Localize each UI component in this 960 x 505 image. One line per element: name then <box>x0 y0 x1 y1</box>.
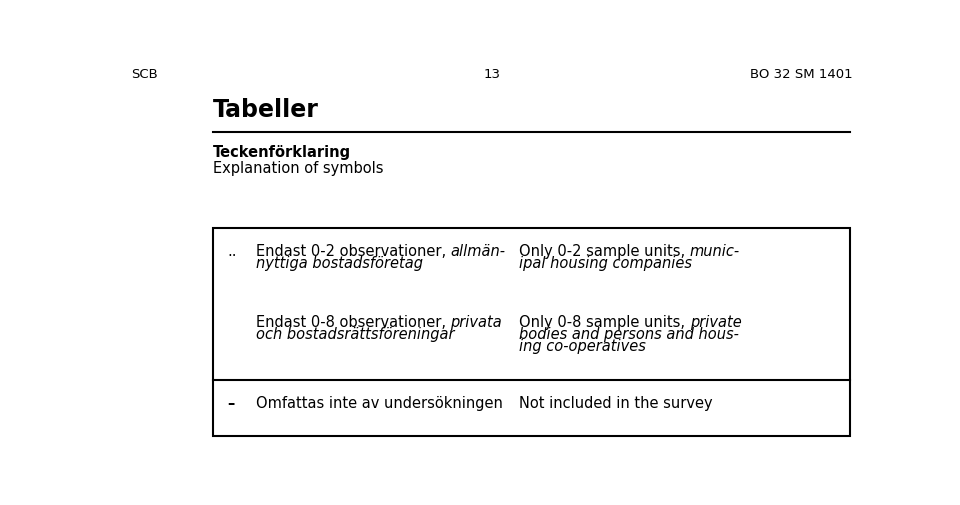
Text: Tabeller: Tabeller <box>213 97 319 122</box>
Text: Explanation of symbols: Explanation of symbols <box>213 161 383 176</box>
Text: allmän-: allmän- <box>450 244 505 259</box>
Text: Only 0-2 sample units,: Only 0-2 sample units, <box>519 244 690 259</box>
Text: ing co-operatives: ing co-operatives <box>519 339 646 355</box>
Text: Omfattas inte av undersökningen: Omfattas inte av undersökningen <box>255 395 502 411</box>
Text: private: private <box>689 315 741 330</box>
Text: Teckenförklaring: Teckenförklaring <box>213 145 351 160</box>
Text: BO 32 SM 1401: BO 32 SM 1401 <box>750 68 852 81</box>
Bar <box>213 228 850 436</box>
Text: ipal housing companies: ipal housing companies <box>519 256 692 271</box>
Text: ..: .. <box>227 244 236 259</box>
Text: –: – <box>227 395 234 411</box>
Text: 13: 13 <box>484 68 500 81</box>
Text: Endast 0-8 observationer,: Endast 0-8 observationer, <box>255 315 450 330</box>
Text: bodies and persons and hous-: bodies and persons and hous- <box>519 327 739 342</box>
Text: nyttiga bostadsföretag: nyttiga bostadsföretag <box>255 256 422 271</box>
Text: SCB: SCB <box>132 68 158 81</box>
Text: Only 0-8 sample units,: Only 0-8 sample units, <box>519 315 689 330</box>
Text: munic-: munic- <box>690 244 740 259</box>
Text: Not included in the survey: Not included in the survey <box>519 395 712 411</box>
Text: och bostadsrättsföreningar: och bostadsrättsföreningar <box>255 327 454 342</box>
Text: Endast 0-2 observationer,: Endast 0-2 observationer, <box>255 244 450 259</box>
Text: privata: privata <box>450 315 502 330</box>
